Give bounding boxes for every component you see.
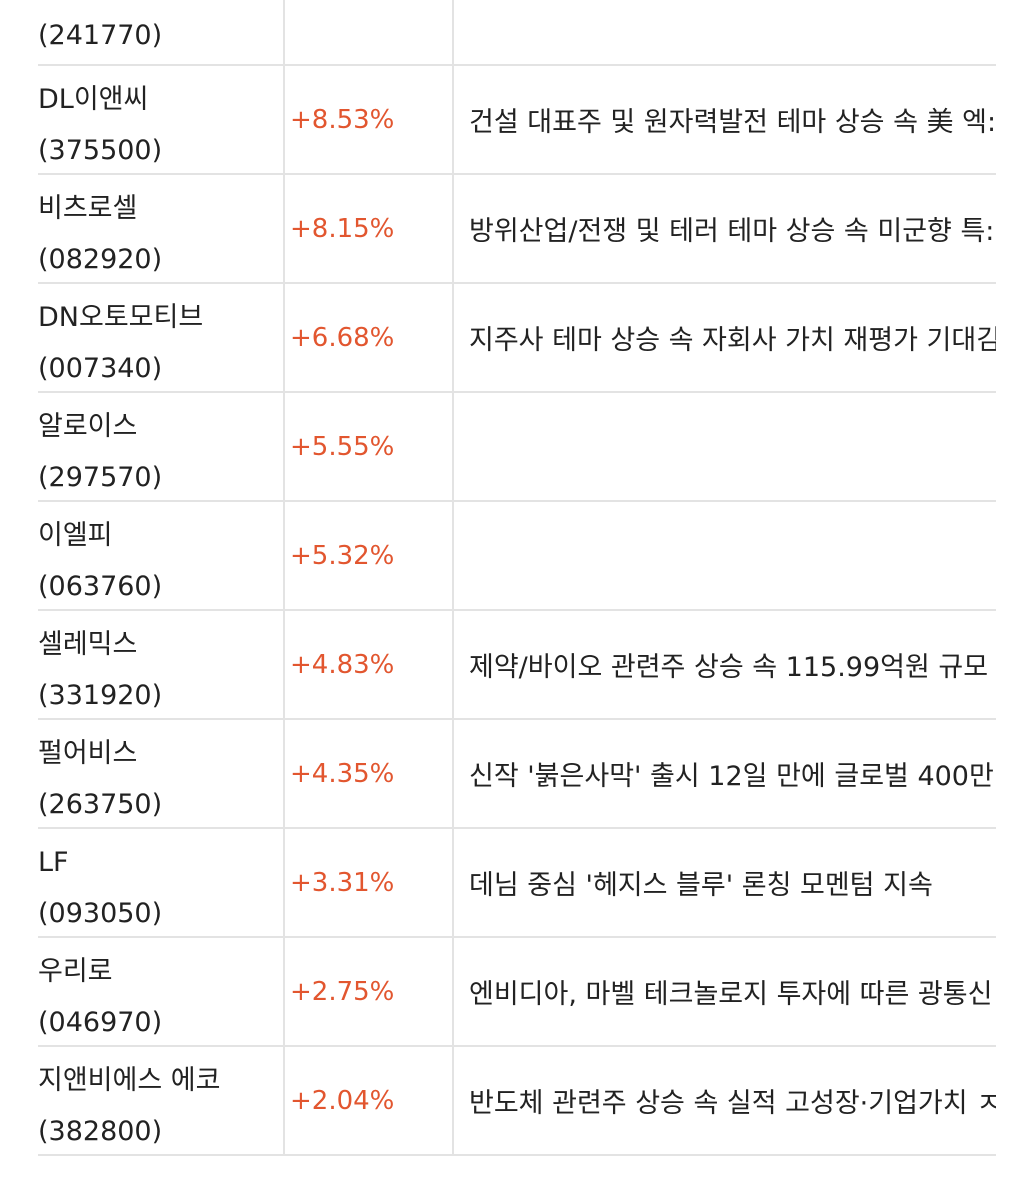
change-rate-cell [285, 0, 454, 64]
stock-name[interactable]: 이엘피 [38, 520, 113, 551]
stock-name-cell: 비츠로셀 (082920) [38, 175, 285, 282]
table-row[interactable]: 펄어비스 (263750) +4.35% 신작 '붉은사막' 출시 12일 만에… [38, 720, 996, 829]
change-rate-cell: +8.53% [285, 66, 454, 173]
change-rate-cell: +8.15% [285, 175, 454, 282]
stock-name-cell: DL이앤씨 (375500) [38, 66, 285, 173]
stock-name-cell: 펄어비스 (263750) [38, 720, 285, 827]
stock-code: (007340) [38, 353, 163, 384]
stock-name-cell: 지앤비에스 에코 (382800) [38, 1047, 285, 1154]
reason-text: 방위산업/전쟁 및 테러 테마 상승 속 미군향 특: [469, 216, 995, 247]
change-rate: +4.83% [290, 649, 395, 680]
stock-code: (297570) [38, 462, 163, 493]
table-row[interactable]: LF (093050) +3.31% 데님 중심 '헤지스 블루' 론칭 모멘텀… [38, 829, 996, 938]
reason-cell [454, 502, 996, 609]
stock-code: (063760) [38, 571, 163, 602]
reason-text: 신작 '붉은사막' 출시 12일 만에 글로벌 400만: [469, 761, 996, 792]
reason-text: 엔비디아, 마벨 테크놀로지 투자에 따른 광통신 [469, 979, 993, 1010]
change-rate-cell: +3.31% [285, 829, 454, 936]
reason-cell: 신작 '붉은사막' 출시 12일 만에 글로벌 400만: [454, 720, 996, 827]
stock-name-cell: 알로이스 (297570) [38, 393, 285, 500]
table-row[interactable]: DN오토모티브 (007340) +6.68% 지주사 테마 상승 속 자회사 … [38, 284, 996, 393]
table-row[interactable]: 지앤비에스 에코 (382800) +2.04% 반도체 관련주 상승 속 실적… [38, 1047, 996, 1156]
stock-code: (046970) [38, 1007, 163, 1038]
stock-name-cell: 이엘피 (063760) [38, 502, 285, 609]
stock-code: (082920) [38, 244, 163, 275]
change-rate: +5.55% [290, 431, 395, 462]
table-row[interactable]: (241770) [38, 0, 996, 66]
stock-name[interactable]: 펄어비스 [38, 738, 138, 769]
reason-cell [454, 393, 996, 500]
reason-cell: 반도체 관련주 상승 속 실적 고성장·기업가치 ㅈ [454, 1047, 996, 1154]
reason-text: 반도체 관련주 상승 속 실적 고성장·기업가치 ㅈ [469, 1088, 996, 1119]
reason-cell: 엔비디아, 마벨 테크놀로지 투자에 따른 광통신 [454, 938, 996, 1045]
change-rate-cell: +4.83% [285, 611, 454, 718]
reason-text: 건설 대표주 및 원자력발전 테마 상승 속 美 엑: [469, 107, 996, 138]
stock-code: (382800) [38, 1116, 163, 1147]
reason-text: 데님 중심 '헤지스 블루' 론칭 모멘텀 지속 [469, 870, 933, 901]
stock-name-cell: (241770) [38, 0, 285, 64]
stock-code: (241770) [38, 20, 163, 51]
change-rate-cell: +2.04% [285, 1047, 454, 1154]
change-rate: +8.15% [290, 213, 395, 244]
table-row[interactable]: 셀레믹스 (331920) +4.83% 제약/바이오 관련주 상승 속 115… [38, 611, 996, 720]
stock-code: (263750) [38, 789, 163, 820]
stock-table: (241770) DL이앤씨 (375500) +8.53% 건설 대표주 및 … [38, 0, 996, 1156]
reason-cell: 지주사 테마 상승 속 자회사 가치 재평가 기대김 [454, 284, 996, 391]
stock-code: (093050) [38, 898, 163, 929]
stock-name[interactable]: DN오토모티브 [38, 302, 204, 333]
stock-code: (375500) [38, 135, 163, 166]
change-rate: +6.68% [290, 322, 395, 353]
reason-cell: 건설 대표주 및 원자력발전 테마 상승 속 美 엑: [454, 66, 996, 173]
change-rate-cell: +2.75% [285, 938, 454, 1045]
table-row[interactable]: 이엘피 (063760) +5.32% [38, 502, 996, 611]
change-rate: +2.75% [290, 976, 395, 1007]
change-rate: +4.35% [290, 758, 395, 789]
change-rate: +2.04% [290, 1085, 395, 1116]
change-rate: +5.32% [290, 540, 395, 571]
change-rate: +8.53% [290, 104, 395, 135]
reason-cell: 방위산업/전쟁 및 테러 테마 상승 속 미군향 특: [454, 175, 996, 282]
reason-cell: 제약/바이오 관련주 상승 속 115.99억원 규모 [454, 611, 996, 718]
stock-code: (331920) [38, 680, 163, 711]
change-rate-cell: +5.32% [285, 502, 454, 609]
table-row[interactable]: 우리로 (046970) +2.75% 엔비디아, 마벨 테크놀로지 투자에 따… [38, 938, 996, 1047]
stock-name[interactable]: 알로이스 [38, 411, 138, 442]
stock-name-cell: 우리로 (046970) [38, 938, 285, 1045]
stock-name[interactable]: 비츠로셀 [38, 193, 138, 224]
reason-text: 지주사 테마 상승 속 자회사 가치 재평가 기대김 [469, 325, 996, 356]
change-rate-cell: +4.35% [285, 720, 454, 827]
reason-cell: 데님 중심 '헤지스 블루' 론칭 모멘텀 지속 [454, 829, 996, 936]
change-rate-cell: +6.68% [285, 284, 454, 391]
stock-name[interactable]: DL이앤씨 [38, 84, 149, 115]
stock-name-cell: LF (093050) [38, 829, 285, 936]
table-row[interactable]: DL이앤씨 (375500) +8.53% 건설 대표주 및 원자력발전 테마 … [38, 66, 996, 175]
stock-name[interactable]: 우리로 [38, 956, 113, 987]
stock-name[interactable]: LF [38, 847, 69, 878]
change-rate-cell: +5.55% [285, 393, 454, 500]
reason-text: 제약/바이오 관련주 상승 속 115.99억원 규모 [469, 652, 989, 683]
table-row[interactable]: 비츠로셀 (082920) +8.15% 방위산업/전쟁 및 테러 테마 상승 … [38, 175, 996, 284]
stock-name-cell: DN오토모티브 (007340) [38, 284, 285, 391]
stock-name-cell: 셀레믹스 (331920) [38, 611, 285, 718]
table-row[interactable]: 알로이스 (297570) +5.55% [38, 393, 996, 502]
stock-name[interactable]: 지앤비에스 에코 [38, 1065, 221, 1096]
change-rate: +3.31% [290, 867, 395, 898]
reason-cell [454, 0, 996, 64]
stock-name[interactable]: 셀레믹스 [38, 629, 138, 660]
